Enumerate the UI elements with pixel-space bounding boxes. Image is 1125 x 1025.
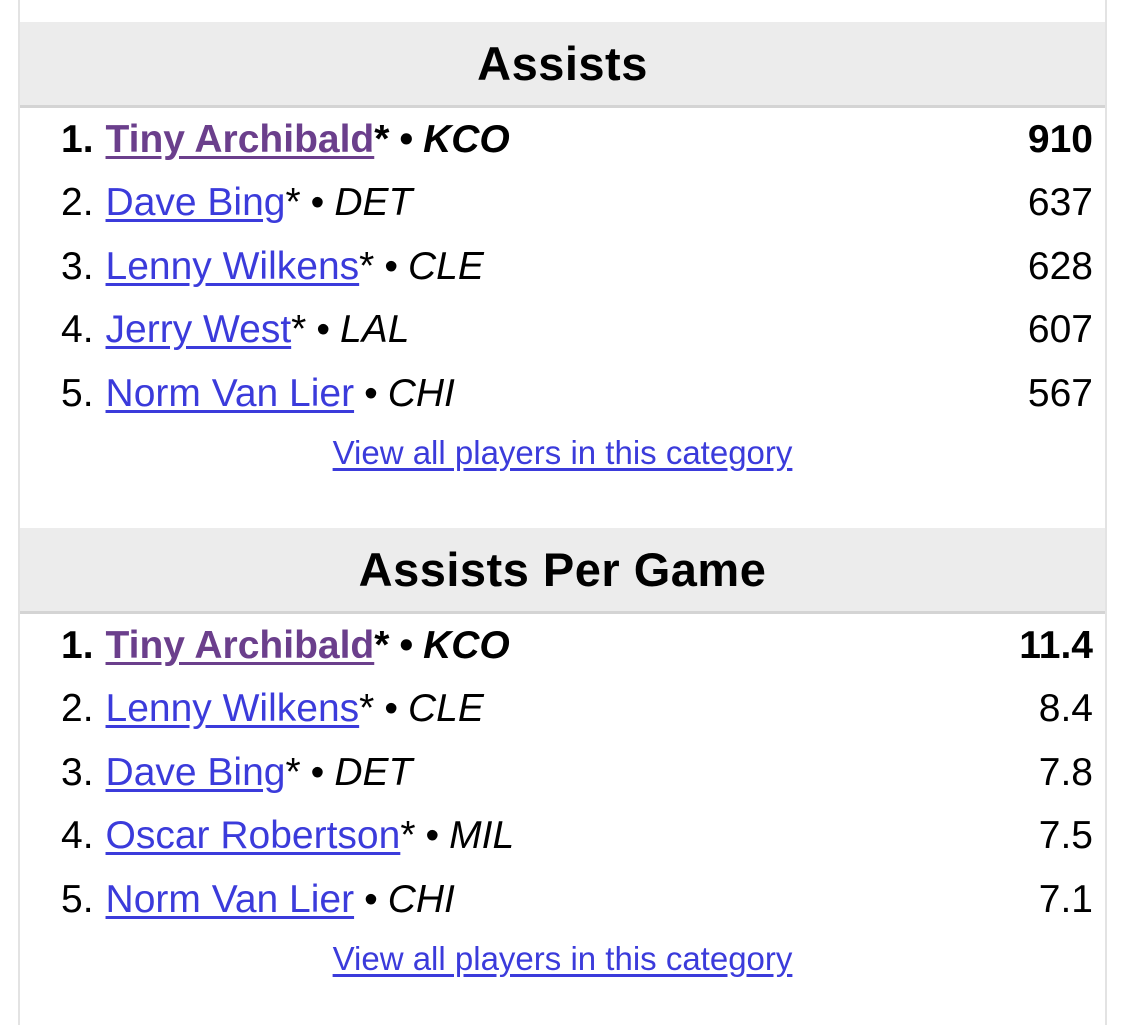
separator: • xyxy=(316,308,331,352)
stat-value: 11.4 xyxy=(1019,623,1093,667)
leader-row: 1. Tiny Archibald * • KCO 910 xyxy=(20,108,1105,172)
player-link[interactable]: Dave Bing xyxy=(105,181,286,225)
leader-row: 2. Lenny Wilkens * • CLE 8.4 xyxy=(20,678,1105,742)
panel-header: Assists Per Game xyxy=(20,528,1105,614)
stat-value: 637 xyxy=(1027,181,1093,225)
team-abbr: CLE xyxy=(408,244,484,288)
separator: • xyxy=(364,371,378,415)
team-abbr: DET xyxy=(334,750,413,794)
hall-of-fame-marker: * xyxy=(291,308,307,352)
team-abbr: CHI xyxy=(387,371,455,415)
stat-value: 628 xyxy=(1027,244,1093,288)
rank: 2. xyxy=(61,181,94,225)
leader-list: 1. Tiny Archibald * • KCO 11.4 2. Lenny … xyxy=(20,614,1105,932)
leader-row: 4. Jerry West * • LAL 607 xyxy=(20,299,1105,363)
leader-row: 5. Norm Van Lier • CHI 567 xyxy=(20,362,1105,426)
player-link[interactable]: Tiny Archibald xyxy=(105,623,375,667)
team-abbr: MIL xyxy=(449,814,515,858)
stat-value: 910 xyxy=(1027,117,1093,161)
team-abbr: KCO xyxy=(423,623,510,667)
leader-list: 1. Tiny Archibald * • KCO 910 2. Dave Bi… xyxy=(20,108,1105,426)
leader-row: 4. Oscar Robertson * • MIL 7.5 xyxy=(20,805,1105,869)
rank: 4. xyxy=(61,814,94,858)
player-link[interactable]: Jerry West xyxy=(105,308,292,352)
player-link[interactable]: Tiny Archibald xyxy=(105,117,375,161)
view-all-container: View all players in this category xyxy=(20,940,1105,978)
view-all-container: View all players in this category xyxy=(20,434,1105,472)
stat-value: 8.4 xyxy=(1038,687,1093,731)
stat-value: 607 xyxy=(1027,308,1093,352)
separator: • xyxy=(364,877,378,921)
rank: 2. xyxy=(61,687,94,731)
team-abbr: CLE xyxy=(408,687,484,731)
separator: • xyxy=(399,623,414,667)
leader-row: 3. Lenny Wilkens * • CLE 628 xyxy=(20,235,1105,299)
hall-of-fame-marker: * xyxy=(374,117,390,161)
assists-per-game-panel: Assists Per Game 1. Tiny Archibald * • K… xyxy=(18,528,1107,1025)
view-all-link[interactable]: View all players in this category xyxy=(332,939,793,977)
rank: 3. xyxy=(61,750,94,794)
previous-panel-bottom xyxy=(18,0,1107,22)
stat-value: 7.1 xyxy=(1038,877,1093,921)
player-link[interactable]: Lenny Wilkens xyxy=(105,244,360,288)
separator: • xyxy=(384,244,398,288)
hall-of-fame-marker: * xyxy=(285,750,301,794)
panel-title: Assists Per Game xyxy=(358,543,767,596)
rank: 3. xyxy=(61,244,94,288)
rank: 5. xyxy=(61,877,94,921)
rank: 5. xyxy=(61,371,94,415)
hall-of-fame-marker: * xyxy=(359,244,375,288)
hall-of-fame-marker: * xyxy=(285,181,301,225)
player-link[interactable]: Dave Bing xyxy=(105,750,286,794)
team-abbr: KCO xyxy=(423,117,510,161)
team-abbr: DET xyxy=(334,181,413,225)
view-all-link[interactable]: View all players in this category xyxy=(332,433,793,471)
leader-row: 5. Norm Van Lier • CHI 7.1 xyxy=(20,868,1105,932)
leader-row: 1. Tiny Archibald * • KCO 11.4 xyxy=(20,614,1105,678)
separator: • xyxy=(384,687,398,731)
player-link[interactable]: Lenny Wilkens xyxy=(105,687,360,731)
assists-panel: Assists 1. Tiny Archibald * • KCO 910 2.… xyxy=(18,22,1107,528)
panel-header: Assists xyxy=(20,22,1105,108)
separator: • xyxy=(310,181,325,225)
player-link[interactable]: Norm Van Lier xyxy=(105,877,355,921)
rank: 4. xyxy=(61,308,94,352)
leader-row: 3. Dave Bing * • DET 7.8 xyxy=(20,741,1105,805)
stat-value: 7.8 xyxy=(1038,750,1093,794)
leader-row: 2. Dave Bing * • DET 637 xyxy=(20,172,1105,236)
hall-of-fame-marker: * xyxy=(400,814,416,858)
separator: • xyxy=(310,750,325,794)
player-link[interactable]: Norm Van Lier xyxy=(105,371,355,415)
stat-value: 7.5 xyxy=(1038,814,1093,858)
player-link[interactable]: Oscar Robertson xyxy=(105,814,401,858)
hall-of-fame-marker: * xyxy=(374,623,390,667)
team-abbr: CHI xyxy=(387,877,455,921)
separator: • xyxy=(399,117,414,161)
separator: • xyxy=(425,814,440,858)
team-abbr: LAL xyxy=(340,308,410,352)
rank: 1. xyxy=(61,623,94,667)
rank: 1. xyxy=(61,117,94,161)
hall-of-fame-marker: * xyxy=(359,687,375,731)
stat-value: 567 xyxy=(1027,371,1093,415)
panel-title: Assists xyxy=(477,37,648,90)
